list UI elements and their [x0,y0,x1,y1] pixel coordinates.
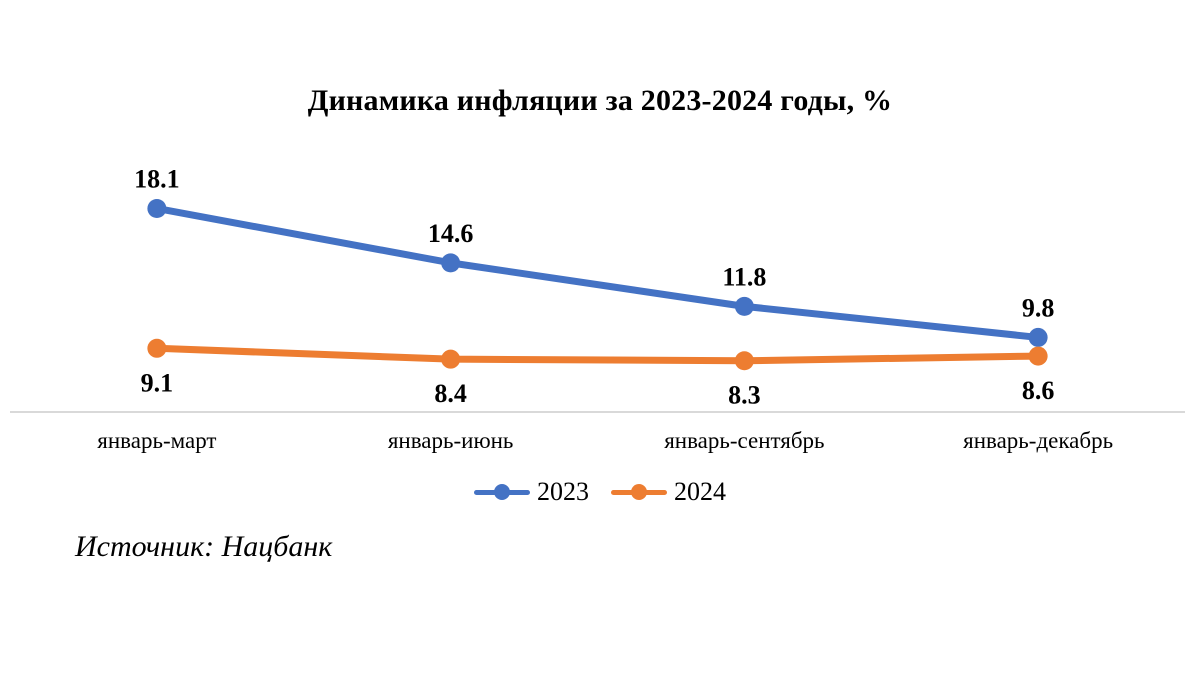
source-note: Источник: Нацбанк [75,530,333,563]
x-axis-label-q1: январь-март [97,428,217,453]
legend-dot-2024 [631,484,647,500]
legend-label-2024: 2024 [674,477,726,506]
series-2024-data-label-0: 9.1 [141,368,174,397]
series-2024-data-label-1: 8.4 [434,379,467,408]
legend-label-2023: 2023 [537,477,589,506]
legend-marker-2023 [474,483,530,501]
series-2023-point-0 [147,198,167,218]
series-2023-data-label-3: 9.8 [1022,293,1055,322]
x-axis-labels: январь-март январь-июнь январь-сентябрь … [10,428,1185,454]
x-axis-label-q3: январь-сентябрь [664,428,825,453]
series-2023-line [153,204,1042,341]
series-2023-data-label-2: 11.8 [722,262,766,291]
legend-marker-2024 [611,483,667,501]
series-2023-point-3 [1028,327,1048,347]
series-2024-data-label-3: 8.6 [1022,376,1055,405]
x-axis-label-q4: январь-декабрь [963,428,1114,453]
series-2023-data-label-1: 14.6 [428,219,474,248]
x-axis-label-q2: январь-июнь [387,428,514,453]
legend: 2023 2024 [0,477,1200,507]
series-2023-point-1 [441,253,461,273]
legend-dot-2023 [494,484,510,500]
series-2024-point-2 [734,351,754,371]
series-2024-point-0 [147,338,167,358]
series-2024-data-label-2: 8.3 [728,381,761,410]
series-2024-point-1 [441,349,461,369]
chart-title: Динамика инфляции за 2023-2024 годы, % [307,84,893,117]
series-2023-point-2 [734,296,754,316]
series-2024-line [153,344,1042,365]
series-2023-data-label-0: 18.1 [134,164,180,193]
series-2024-point-3 [1028,346,1048,366]
legend-item-2023: 2023 [474,477,589,507]
legend-item-2024: 2024 [611,477,726,507]
